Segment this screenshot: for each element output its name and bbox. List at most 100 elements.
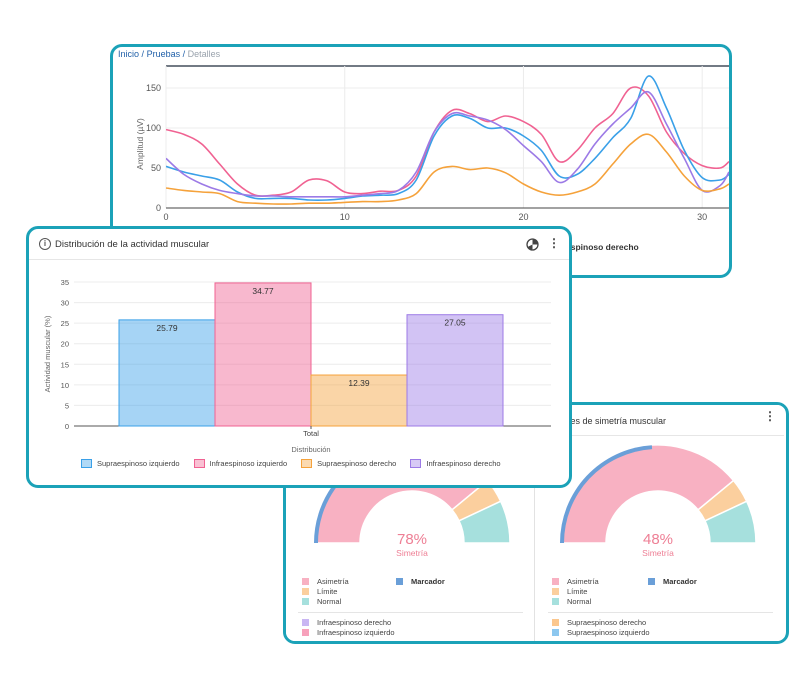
legend-item[interactable]: Supraespinoso derecho (301, 459, 396, 468)
gauge-left-percent: 78% (396, 531, 428, 548)
y-axis-label: Actividad muscular (%) (43, 315, 52, 392)
swatch (552, 587, 559, 595)
legend-label: Normal (567, 596, 592, 606)
series-line (166, 133, 729, 205)
y-tick-label: 15 (61, 360, 69, 369)
legend-label: Límite (567, 586, 588, 596)
legend-swatch (410, 459, 422, 468)
legend-limit[interactable]: Límite (302, 586, 349, 596)
y-tick-label: 0 (65, 422, 69, 431)
y-axis-label: Amplitud (µV) (135, 118, 145, 170)
legend-item[interactable]: Infraespinoso derecho (410, 459, 501, 468)
swatch (302, 597, 309, 605)
x-tick-label: 30 (697, 212, 707, 222)
legend-label: Límite (317, 586, 338, 596)
legend-label: Infraespinoso izquierdo (317, 627, 395, 637)
swatch (648, 577, 655, 585)
swatch (302, 628, 309, 636)
breadcrumb-home[interactable]: Inicio (118, 49, 140, 59)
swatch (302, 587, 309, 595)
legend-label: Supraespinoso izquierdo (97, 459, 180, 468)
legend-label: Marcador (663, 576, 697, 586)
series-line (166, 86, 729, 197)
legend-label: Infraespinoso derecho (426, 459, 501, 468)
breadcrumb: Inicio / Pruebas / Detalles (118, 49, 220, 59)
legend-muscle[interactable]: Supraespinoso derecho (552, 617, 650, 627)
gauge-left-legend: Asimetría Límite Normal (302, 576, 349, 606)
swatch (302, 577, 309, 585)
legend-limit[interactable]: Límite (552, 586, 599, 596)
gauge-segment (458, 500, 511, 544)
gauge-right-legend: Asimetría Límite Normal (552, 576, 599, 606)
gauge-segment (704, 500, 757, 544)
gauge-right-marker-legend[interactable]: Marcador (648, 576, 697, 586)
y-tick-label: 0 (156, 203, 161, 213)
y-tick-label: 5 (65, 401, 69, 410)
gauge-panel-right: ices de simetría muscular ⋮ 48% Simetría… (538, 405, 785, 641)
bar-value-label: 27.05 (444, 318, 466, 328)
swatch (552, 628, 559, 636)
panel-divider (534, 405, 535, 641)
gauge-right (559, 444, 757, 544)
divider (548, 612, 773, 613)
legend-label: Infraespinoso izquierdo (209, 459, 288, 468)
bar-value-label: 25.79 (156, 323, 178, 333)
more-vert-icon[interactable]: ⋮ (548, 236, 560, 250)
card-title: Distribución de la actividad muscular (55, 239, 210, 250)
swatch (552, 618, 559, 626)
bar (406, 314, 504, 427)
x-axis-label: Distribución (291, 445, 330, 454)
y-tick-label: 25 (61, 319, 69, 328)
legend-muscle[interactable]: Infraespinoso izquierdo (302, 627, 395, 637)
legend-label: Supraespinoso derecho (567, 617, 647, 627)
bar (118, 319, 216, 427)
legend-muscle[interactable]: Supraespinoso izquierdo (552, 627, 650, 637)
info-icon[interactable]: i (39, 238, 51, 250)
legend-label: Asimetría (567, 576, 599, 586)
swatch (302, 618, 309, 626)
activity-distribution-card: i Distribución de la actividad muscular … (26, 226, 572, 488)
legend-label: Supraespinoso derecho (317, 459, 397, 468)
activity-bar-chart: 0 5 10 15 20 25 30 35 Actividad muscular (%) 25.7… (43, 278, 551, 454)
gauge-left-marker-legend[interactable]: Marcador (396, 576, 445, 586)
swatch (552, 577, 559, 585)
x-tick-label: 0 (163, 212, 168, 222)
y-tick-label: 150 (146, 83, 161, 93)
breadcrumb-tests[interactable]: Pruebas (146, 49, 181, 59)
x-tick-label: Total (303, 429, 319, 438)
gauge-left-caption: Simetría (396, 548, 428, 558)
divider (298, 612, 523, 613)
gauge-card-title: ices de simetría muscular (564, 416, 667, 426)
emg-line-chart: 0 50 100 150 0 10 20 30 Amplitud (µV) (135, 65, 729, 222)
legend-item[interactable]: Infraespinoso izquierdo (193, 459, 288, 468)
line-legend-partial: espinoso derecho (566, 242, 639, 252)
legend-muscle[interactable]: Infraespinoso derecho (302, 617, 395, 627)
more-vert-icon[interactable]: ⋮ (764, 409, 776, 423)
y-tick-label: 20 (61, 340, 69, 349)
legend-asymmetry[interactable]: Asimetría (302, 576, 349, 586)
legend-normal[interactable]: Normal (552, 596, 599, 606)
legend-swatch (193, 459, 205, 468)
legend-asymmetry[interactable]: Asimetría (552, 576, 599, 586)
legend-label: Marcador (411, 576, 445, 586)
y-tick-label: 50 (151, 163, 161, 173)
breadcrumb-separator: / (182, 49, 186, 59)
swatch (552, 597, 559, 605)
card-header: i Distribución de la actividad muscular … (29, 229, 569, 260)
x-tick-label: 10 (340, 212, 350, 222)
series-line (166, 90, 729, 198)
gauge-right-percent: 48% (642, 531, 674, 548)
legend-label: Infraespinoso derecho (317, 617, 392, 627)
gauge-right-caption: Simetría (642, 548, 674, 558)
y-tick-label: 30 (61, 299, 69, 308)
chart-type-icon[interactable] (526, 238, 539, 251)
swatch (396, 577, 403, 585)
y-tick-label: 100 (146, 123, 161, 133)
legend-item[interactable]: Supraespinoso izquierdo (81, 459, 180, 468)
legend-label: Supraespinoso izquierdo (567, 627, 650, 637)
breadcrumb-details: Detalles (187, 49, 221, 59)
legend-normal[interactable]: Normal (302, 596, 349, 606)
y-tick-label: 35 (61, 278, 69, 287)
bar (214, 282, 312, 427)
y-tick-label: 10 (61, 381, 69, 390)
